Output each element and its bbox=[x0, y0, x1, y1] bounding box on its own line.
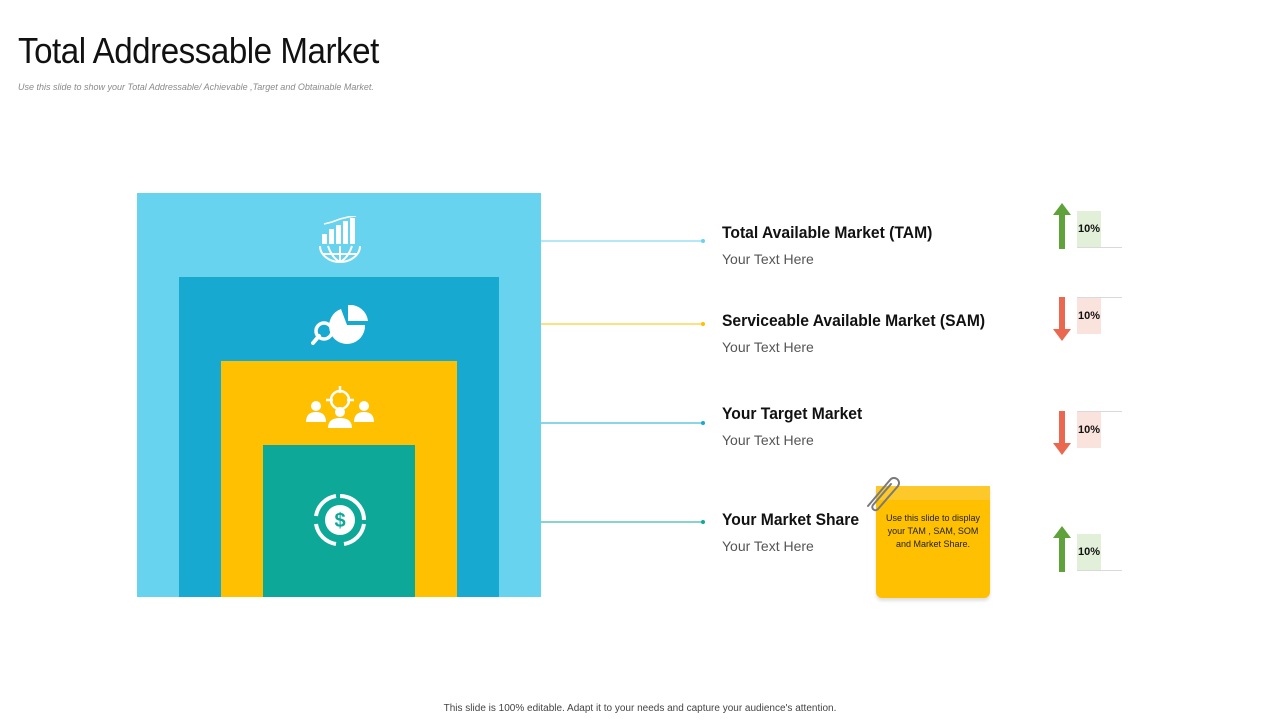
sticky-note: Use this slide to display your TAM , SAM… bbox=[876, 486, 990, 600]
slide-title: Total Addressable Market bbox=[18, 30, 379, 71]
slide-subtitle: Use this slide to show your Total Addres… bbox=[18, 82, 374, 92]
dollar-coin-icon: $ bbox=[314, 494, 366, 546]
globe-chart-icon bbox=[319, 216, 361, 264]
arrow-up-icon bbox=[1053, 526, 1071, 572]
slide-footer: This slide is 100% editable. Adapt it to… bbox=[443, 703, 837, 714]
paperclip-icon bbox=[867, 477, 900, 512]
target-label: Your Target Market Your Text Here bbox=[722, 404, 874, 448]
share-percent: 10% bbox=[1077, 534, 1101, 570]
target-percent-line bbox=[1077, 411, 1122, 412]
tam-text: Your Text Here bbox=[722, 251, 814, 267]
tam-heading: Total Available Market (TAM) bbox=[722, 223, 933, 242]
tam-label: Total Available Market (TAM) Your Text H… bbox=[722, 223, 951, 267]
arrow-down-icon bbox=[1053, 411, 1071, 455]
sam-label: Serviceable Available Market (SAM) Your … bbox=[722, 311, 1008, 355]
target-heading: Your Target Market bbox=[722, 404, 863, 423]
share-heading: Your Market Share bbox=[722, 510, 860, 529]
share-text: Your Text Here bbox=[722, 538, 814, 554]
team-target-icon bbox=[306, 386, 374, 428]
sticky-note-text: Use this slide to display your TAM , SAM… bbox=[885, 513, 981, 549]
arrow-up-icon bbox=[1053, 203, 1071, 249]
sam-text: Your Text Here bbox=[722, 339, 814, 355]
tam-percent: 10% bbox=[1077, 211, 1101, 247]
pie-search-icon bbox=[311, 305, 368, 345]
share-percent-line bbox=[1077, 570, 1122, 571]
target-percent: 10% bbox=[1077, 412, 1101, 448]
share-label: Your Market Share Your Text Here bbox=[722, 510, 871, 554]
sam-percent-line bbox=[1077, 297, 1122, 298]
tam-percent-line bbox=[1077, 247, 1122, 248]
sam-percent: 10% bbox=[1077, 298, 1101, 334]
arrow-down-icon bbox=[1053, 297, 1071, 341]
svg-text:$: $ bbox=[334, 510, 345, 532]
sam-heading: Serviceable Available Market (SAM) bbox=[722, 311, 986, 330]
target-text: Your Text Here bbox=[722, 432, 814, 448]
